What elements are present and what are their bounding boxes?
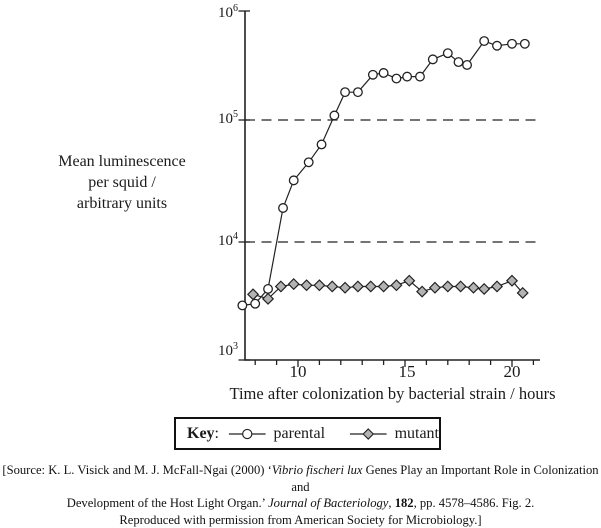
parental-marker (352, 87, 363, 98)
y-axis-title: Mean luminescence per squid / arbitrary … (33, 151, 211, 214)
mutant-marker (339, 281, 352, 294)
mutant-marker (326, 280, 339, 293)
parental-marker (250, 298, 261, 309)
key-label: Key: (187, 424, 219, 442)
mutant-marker (377, 280, 390, 293)
parental-marker (479, 36, 490, 47)
mutant-marker (261, 292, 275, 305)
y-axis-title-line2: per squid / (88, 174, 156, 191)
parental-marker (415, 71, 425, 82)
mutant-marker (403, 274, 416, 287)
key-series2-label: mutant (394, 424, 439, 442)
plot-canvas (237, 10, 540, 367)
source-line-3: Reproduced with permission from American… (119, 512, 482, 527)
parental-marker (519, 38, 530, 49)
parental-marker (492, 40, 502, 51)
parental-marker (442, 48, 453, 59)
mutant-marker (441, 280, 454, 293)
parental-marker (340, 87, 351, 98)
axes (244, 11, 540, 361)
mutant-marker (390, 279, 403, 292)
legend-key-box: Key: parental mutant (174, 417, 441, 450)
mutant-marker (490, 280, 504, 293)
source-citation: [Source: K. L. Visick and M. J. McFall-N… (0, 462, 601, 528)
mutant-marker (300, 279, 313, 292)
y-axis-title-line1: Mean luminescence (58, 153, 186, 170)
source-line-2: Development of the Host Light Organ.’ Jo… (66, 496, 535, 511)
y-axis-title-line3: arbitrary units (76, 195, 168, 212)
parental-marker (402, 71, 413, 82)
parental-marker (329, 110, 340, 121)
mutant-marker (428, 281, 442, 294)
mutant-marker (247, 288, 260, 301)
parental-marker (462, 59, 473, 70)
parental-line (242, 40, 525, 306)
parental-marker (303, 157, 314, 168)
parental-marker (316, 139, 327, 150)
x-tick-label-20: 20 (503, 362, 521, 381)
mutant-marker (274, 280, 287, 293)
y-tick-label-1e4: 104 (218, 231, 238, 250)
y-tick-label-1e5: 105 (218, 109, 238, 128)
parental-marker (288, 175, 299, 186)
mutant-marker (351, 280, 364, 293)
mutant-marker (313, 279, 326, 292)
mutant-marker (364, 280, 377, 293)
parental-marker-icon (228, 428, 266, 439)
parental-marker (263, 284, 273, 294)
y-tick-label-1e6: 106 (218, 3, 238, 22)
mutant-marker (454, 280, 467, 293)
mutant-marker-icon (349, 427, 387, 440)
parental-marker (507, 38, 517, 49)
parental-marker (378, 68, 389, 78)
mutant-marker (287, 278, 300, 291)
mutant-marker (516, 286, 529, 300)
mutant-marker (505, 274, 519, 287)
source-line-1: [Source: K. L. Visick and M. J. McFall-N… (2, 463, 599, 494)
key-series1-label: parental (273, 424, 326, 442)
parental-marker (453, 57, 464, 68)
mutant-marker (467, 281, 480, 294)
parental-marker (391, 73, 402, 84)
mutant-marker (416, 285, 429, 298)
parental-marker (237, 300, 248, 311)
parental-marker (278, 203, 288, 213)
x-axis-title: Time after colonization by bacterial str… (229, 384, 556, 403)
mutant-marker (478, 282, 491, 296)
x-tick-label-15: 15 (398, 362, 416, 381)
y-tick-label-1e3: 103 (218, 341, 238, 360)
parental-marker (427, 54, 438, 65)
x-tick-label-10: 10 (289, 362, 307, 381)
figure-page: { "figure": { "y_axis": { "label_lines":… (2, 3, 599, 527)
parental-marker (367, 69, 378, 80)
